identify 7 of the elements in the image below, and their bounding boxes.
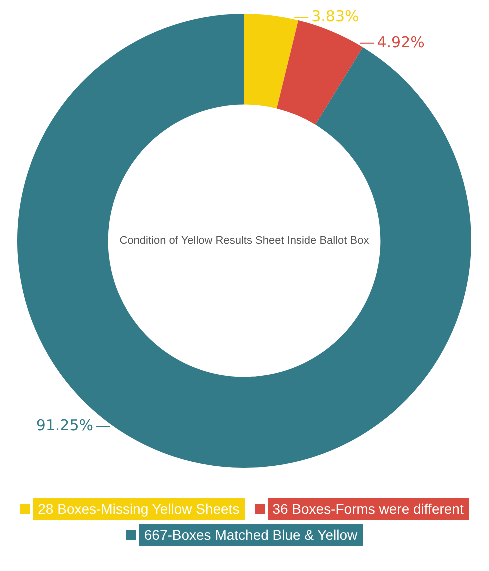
text: Condition of Yellow Results Sheet Inside Ballot Box: [120, 235, 370, 248]
legend-label: 667-Boxes Matched Blue & Yellow: [139, 524, 363, 546]
legend-label: 28 Boxes-Missing Yellow Sheets: [33, 498, 245, 520]
legend-label: 36 Boxes-Forms were different: [268, 498, 469, 520]
data-label: 3.83%: [312, 7, 360, 26]
data-label: 91.25%: [36, 416, 94, 435]
data-label: 4.92%: [377, 33, 425, 52]
